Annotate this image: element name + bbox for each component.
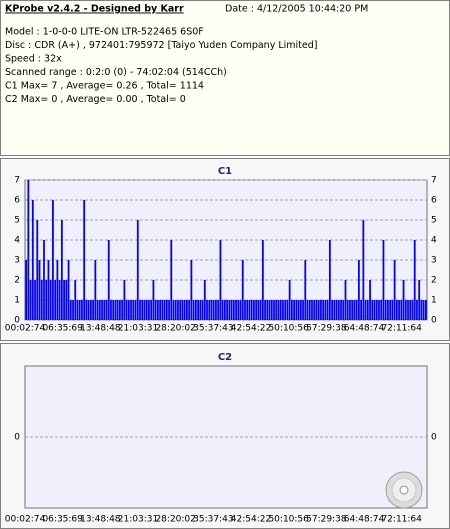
y-tick-label: 6 <box>14 196 20 206</box>
y2-tick-label: 4 <box>431 236 437 246</box>
scan-date: Date : 4/12/2005 10:44:20 PM <box>225 4 368 15</box>
x-tick-label: 35:37:43 <box>193 515 233 525</box>
y-tick-label: 3 <box>14 256 20 266</box>
y2-tick-label: 0 <box>431 433 437 443</box>
y2-tick-label: 3 <box>431 256 437 266</box>
x-tick-label: 57:29:38 <box>306 324 347 334</box>
charts: C10 01 12 23 34 45 56 67 700:02:7406:35:6913:48:… <box>5 166 437 525</box>
y2-tick-label: 0 <box>431 316 437 326</box>
x-tick-label: 28:20:02 <box>155 515 195 525</box>
x-tick-label: 72:11:64 <box>381 515 422 525</box>
x-tick-label: 64:48:74 <box>344 515 385 525</box>
info-panel <box>0 0 450 156</box>
x-tick-label: 50:10:56 <box>268 324 309 334</box>
x-tick-label: 00:02:74 <box>5 324 46 334</box>
y-tick-label: 0 <box>14 316 20 326</box>
y2-tick-label: 2 <box>431 276 437 286</box>
x-tick-label: 35:37:43 <box>193 324 233 334</box>
y-tick-label: 5 <box>14 216 20 226</box>
app-title: KProbe v2.4.2 - Designed by Karr <box>5 4 184 15</box>
chart-title: C2 <box>218 352 232 363</box>
info-lines: Model : 1-0-0-0 LITE-ON LTR-522465 6S0F D… <box>5 27 317 106</box>
info-line: Model : 1-0-0-0 LITE-ON LTR-522465 6S0F <box>5 27 204 38</box>
y-tick-label: 7 <box>14 176 20 186</box>
disc-icon <box>385 471 423 509</box>
y2-tick-label: 1 <box>431 296 437 306</box>
plot-area <box>24 179 428 321</box>
info-line: Scanned range : 0:2:0 (0) - 74:02:04 (51… <box>5 67 227 78</box>
x-tick-label: 57:29:38 <box>306 515 347 525</box>
x-tick-label: 00:02:74 <box>5 515 46 525</box>
x-tick-label: 42:54:22 <box>231 324 271 334</box>
x-tick-label: 21:03:31 <box>118 324 158 334</box>
x-tick-label: 64:48:74 <box>344 324 385 334</box>
y2-tick-label: 7 <box>431 176 437 186</box>
x-tick-label: 72:11:64 <box>381 324 422 334</box>
x-tick-label: 42:54:22 <box>231 515 271 525</box>
info-line: C2 Max= 0 , Average= 0.00 , Total= 0 <box>5 94 186 105</box>
y-tick-label: 4 <box>14 236 20 246</box>
info-line: C1 Max= 7 , Average= 0.26 , Total= 1114 <box>5 81 204 92</box>
x-tick-label: 50:10:56 <box>268 515 309 525</box>
info-line: Disc : CDR (A+) , 972401:795972 [Taiyo Y… <box>5 40 317 51</box>
x-tick-label: 13:48:48 <box>80 324 121 334</box>
info-line: Speed : 32x <box>5 54 62 65</box>
y-tick-label: 2 <box>14 276 20 286</box>
x-tick-label: 28:20:02 <box>155 324 195 334</box>
x-tick-label: 21:03:31 <box>118 515 158 525</box>
y-tick-label: 0 <box>14 433 20 443</box>
chart-title: C1 <box>218 166 232 177</box>
x-tick-label: 06:35:69 <box>42 324 83 334</box>
y2-tick-label: 6 <box>431 196 437 206</box>
x-tick-label: 13:48:48 <box>80 515 121 525</box>
y2-tick-label: 5 <box>431 216 437 226</box>
x-tick-label: 06:35:69 <box>42 515 83 525</box>
y-tick-label: 1 <box>14 296 20 306</box>
